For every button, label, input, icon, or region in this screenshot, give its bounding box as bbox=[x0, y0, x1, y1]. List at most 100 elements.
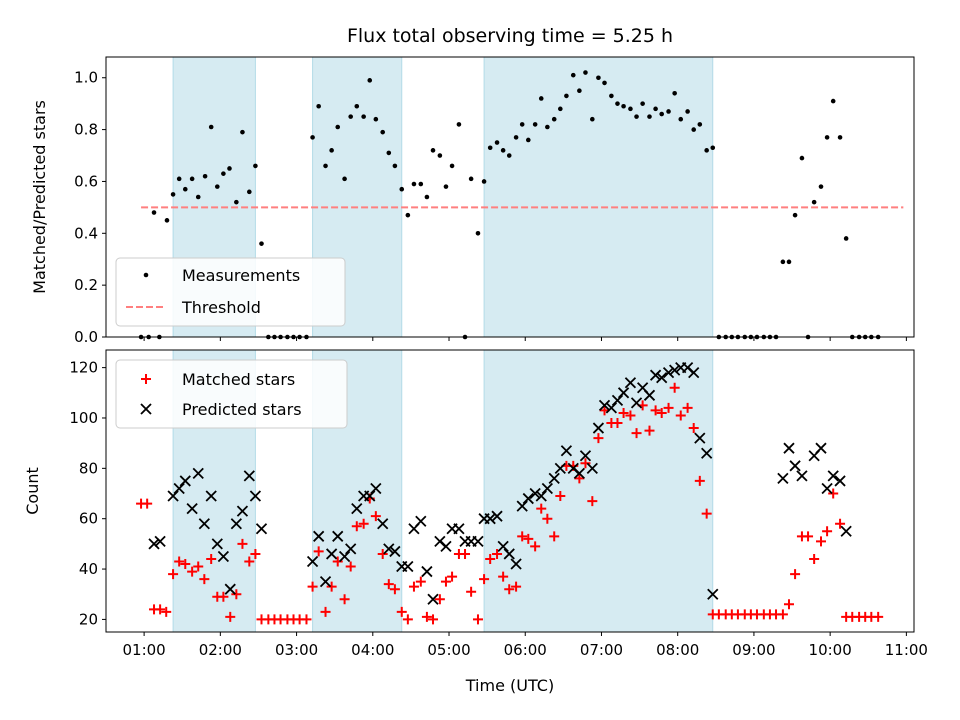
measurement-point bbox=[672, 90, 677, 96]
predicted-star-point bbox=[211, 538, 223, 550]
measurement-point bbox=[424, 194, 430, 200]
matched-star-point bbox=[199, 574, 210, 585]
matched-star-point bbox=[485, 553, 496, 564]
legend-predicted-label: Predicted stars bbox=[182, 400, 302, 419]
y-axis-label: Matched/Predicted stars bbox=[30, 100, 49, 294]
matched-star-point bbox=[479, 574, 490, 585]
measurement-point bbox=[583, 70, 588, 75]
predicted-star-point bbox=[205, 490, 217, 502]
matched-star-point bbox=[402, 614, 413, 625]
measurement-point bbox=[234, 199, 239, 205]
predicted-star-point bbox=[840, 525, 852, 537]
predicted-star-point bbox=[522, 492, 534, 505]
measurement-point bbox=[310, 135, 315, 140]
matched-star-point bbox=[612, 418, 623, 429]
measurement-point bbox=[202, 173, 208, 179]
legend: Matched stars Predicted stars bbox=[115, 359, 348, 429]
matched-star-point bbox=[816, 536, 827, 547]
predicted-star-point bbox=[510, 558, 522, 570]
measurement-point bbox=[602, 80, 607, 86]
measurement-point bbox=[437, 153, 443, 158]
measurement-point bbox=[640, 101, 645, 106]
matched-star-point bbox=[682, 402, 693, 413]
matched-star-point bbox=[408, 581, 419, 592]
predicted-star-point bbox=[402, 560, 414, 573]
matched-star-point bbox=[389, 584, 400, 595]
measurement-point bbox=[786, 259, 792, 265]
matched-star-point bbox=[434, 594, 445, 605]
matched-star-point bbox=[694, 475, 705, 486]
matched-star-point bbox=[669, 382, 680, 393]
measurement-point bbox=[500, 148, 506, 153]
measurement-point bbox=[411, 181, 417, 187]
matched-star-point bbox=[555, 491, 566, 502]
matched-star-point bbox=[377, 548, 388, 559]
matched-star-point bbox=[142, 498, 153, 509]
predicted-star-point bbox=[598, 399, 611, 412]
measurement-point bbox=[532, 122, 538, 127]
measurement-point bbox=[253, 163, 258, 169]
matched-star-point bbox=[517, 531, 528, 542]
matched-star-point bbox=[460, 548, 471, 559]
measurement-point bbox=[240, 129, 245, 135]
matched-star-point bbox=[244, 556, 255, 567]
predicted-star-point bbox=[167, 490, 179, 502]
predicted-star-point bbox=[338, 550, 351, 563]
matched-star-point bbox=[225, 611, 236, 622]
measurement-point bbox=[843, 236, 849, 241]
matched-star-point bbox=[511, 581, 522, 592]
matched-star-point bbox=[237, 538, 248, 549]
matched-star-point bbox=[466, 586, 477, 597]
predicted-star-point bbox=[255, 523, 268, 535]
matched-star-point bbox=[180, 559, 191, 570]
matched-star-point bbox=[530, 541, 541, 552]
predicted-star-point bbox=[516, 500, 528, 512]
predicted-star-point bbox=[186, 502, 198, 515]
measurement-point bbox=[837, 135, 843, 140]
measurement-point bbox=[545, 124, 550, 130]
measurement-point bbox=[227, 166, 232, 171]
matched-star-point bbox=[688, 423, 699, 434]
measurement-point bbox=[443, 184, 449, 189]
measurement-point bbox=[577, 88, 582, 94]
predicted-star-point bbox=[224, 583, 236, 595]
measurement-point bbox=[449, 163, 455, 169]
matched-star-point bbox=[231, 589, 242, 600]
matched-star-point bbox=[498, 571, 509, 582]
predicted-star-point bbox=[415, 515, 427, 527]
measurement-point bbox=[615, 101, 620, 106]
predicted-star-point bbox=[192, 467, 204, 480]
legend-matched-marker bbox=[141, 374, 151, 384]
measurement-point bbox=[710, 145, 716, 151]
matched-star-point bbox=[447, 571, 458, 582]
predicted-star-point bbox=[383, 543, 395, 555]
y-tick-label: 120 bbox=[69, 359, 98, 377]
measurement-point bbox=[659, 111, 664, 117]
measurement-point bbox=[621, 103, 626, 109]
measurement-point bbox=[596, 75, 601, 81]
y-tick-label: 20 bbox=[79, 610, 98, 628]
predicted-star-point bbox=[230, 518, 242, 530]
measurement-point bbox=[666, 109, 671, 114]
measurement-point bbox=[792, 212, 798, 218]
matched-star-point bbox=[803, 531, 814, 542]
predicted-star-point bbox=[586, 462, 598, 474]
measurement-point bbox=[259, 241, 264, 246]
matched-star-point bbox=[168, 569, 179, 580]
measurement-point bbox=[354, 103, 360, 109]
predicted-star-point bbox=[529, 487, 541, 500]
predicted-star-point bbox=[834, 475, 846, 487]
matched-star-point bbox=[415, 576, 426, 587]
predicted-star-point bbox=[503, 548, 515, 560]
legend-threshold-label: Threshold bbox=[181, 298, 261, 317]
matched-star-point bbox=[587, 496, 598, 507]
matched-star-point bbox=[339, 594, 350, 605]
matched-star-point bbox=[873, 611, 884, 622]
x-tick-label: 02:00 bbox=[199, 641, 242, 659]
plot-frame bbox=[105, 56, 915, 338]
predicted-star-point bbox=[389, 545, 401, 558]
predicted-star-point bbox=[624, 377, 637, 389]
measurement-point bbox=[189, 176, 195, 182]
predicted-star-point bbox=[783, 442, 795, 454]
measurement-point bbox=[685, 109, 690, 114]
